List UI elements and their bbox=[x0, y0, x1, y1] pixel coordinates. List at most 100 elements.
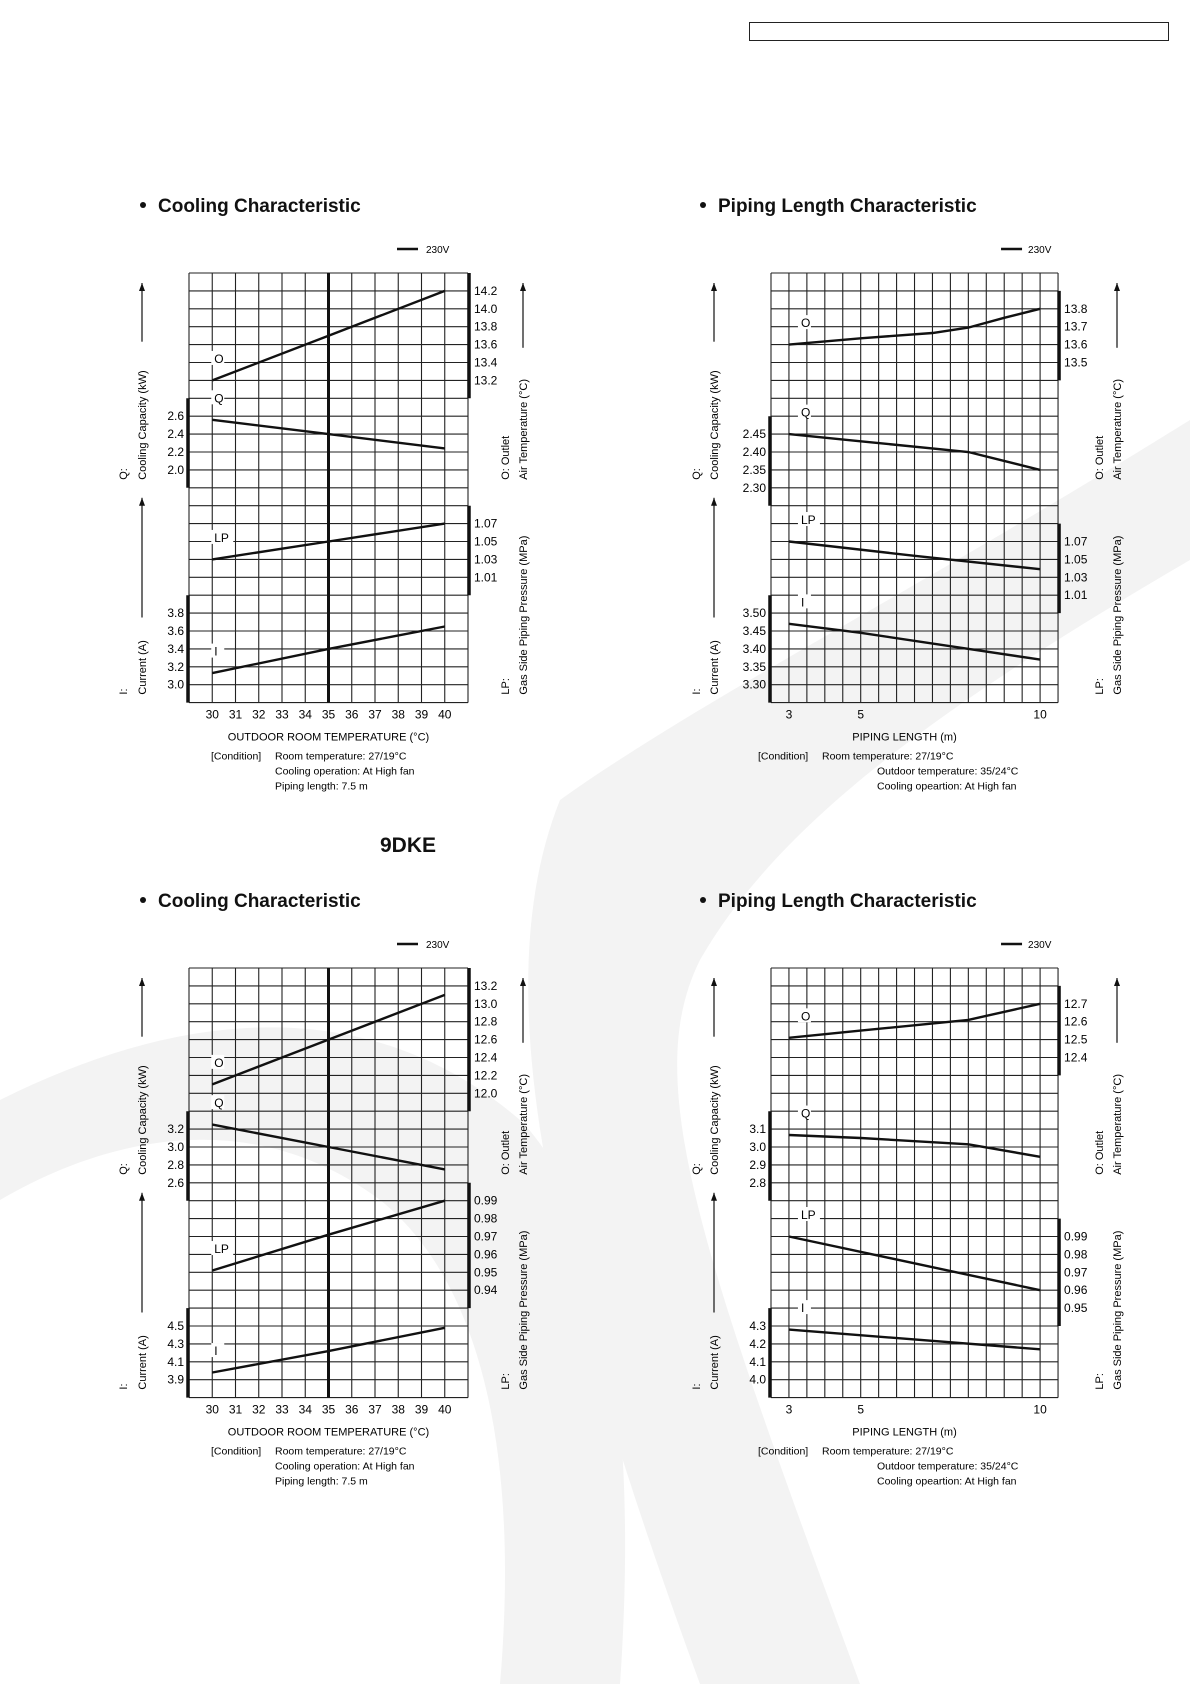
condition-label: [Condition] bbox=[211, 751, 261, 763]
y-tick-label: 14.2 bbox=[474, 284, 498, 298]
x-tick-label: 32 bbox=[252, 708, 266, 722]
y-tick-label: 13.5 bbox=[1064, 356, 1088, 370]
x-tick-label: 36 bbox=[345, 708, 359, 722]
axis-title: Gas Side Piping Pressure (MPa) bbox=[518, 1231, 530, 1390]
condition-line: Piping length: 7.5 m bbox=[275, 781, 368, 793]
y-tick-label: 1.07 bbox=[474, 517, 498, 531]
series-line-lp bbox=[788, 540, 1041, 571]
y-tick-label: 0.96 bbox=[474, 1247, 498, 1261]
chart-1: 3 5 10 PIPING LENGTH (m) 230V 13.8 13.7 13.6 13.… bbox=[691, 245, 1124, 793]
series-label-bg bbox=[797, 315, 811, 330]
y-tick-label: 3.2 bbox=[167, 1122, 184, 1136]
series-label-bg bbox=[797, 1300, 811, 1315]
arrow-up-icon bbox=[711, 1192, 717, 1201]
condition-line: Piping length: 7.5 m bbox=[275, 1476, 368, 1488]
y-tick-label: 0.98 bbox=[1064, 1247, 1088, 1261]
series-label: O bbox=[801, 1009, 810, 1023]
y-tick-label: 0.98 bbox=[474, 1212, 498, 1226]
series-label-bg bbox=[211, 529, 234, 544]
axis-title-prefix: Q: bbox=[118, 468, 130, 480]
axis-title-prefix: O: Outlet bbox=[1094, 436, 1106, 480]
series-line-lp bbox=[788, 1235, 1041, 1292]
series-label-bg bbox=[211, 1054, 225, 1069]
axis-title: Cooling Capacity (kW) bbox=[137, 1065, 149, 1174]
x-tick-label: 38 bbox=[392, 1403, 406, 1417]
series-label: LP bbox=[801, 1208, 816, 1222]
y-tick-label: 4.0 bbox=[749, 1373, 766, 1387]
series-line-o bbox=[211, 289, 446, 382]
condition-line: Cooling opeartion: At High fan bbox=[877, 781, 1017, 793]
x-tick-label: 32 bbox=[252, 1403, 266, 1417]
series-line-i bbox=[788, 1328, 1041, 1351]
condition-label: [Condition] bbox=[758, 1446, 808, 1458]
y-tick-label: 13.2 bbox=[474, 373, 498, 387]
series-label-bg bbox=[211, 390, 225, 405]
y-tick-label: 4.5 bbox=[167, 1319, 184, 1333]
x-tick-label: 5 bbox=[857, 708, 864, 722]
series-label: O bbox=[214, 352, 223, 366]
x-tick-label: 10 bbox=[1033, 1403, 1047, 1417]
arrow-up-icon bbox=[139, 497, 145, 506]
y-tick-label: 13.2 bbox=[474, 979, 498, 993]
legend-label: 230V bbox=[426, 245, 450, 256]
series-label: O bbox=[801, 316, 810, 330]
x-tick-label: 37 bbox=[368, 1403, 382, 1417]
condition-label: [Condition] bbox=[211, 1446, 261, 1458]
series-line-o bbox=[788, 1002, 1041, 1039]
y-tick-label: 3.45 bbox=[743, 624, 767, 638]
y-tick-label: 3.9 bbox=[167, 1373, 184, 1387]
series-line-i bbox=[212, 625, 446, 675]
series-line-q bbox=[212, 1123, 446, 1171]
x-tick-label: 40 bbox=[438, 1403, 452, 1417]
axis-title-prefix: I: bbox=[691, 688, 703, 694]
y-tick-label: 1.05 bbox=[474, 535, 498, 549]
axis-title: Air Temperature (°C) bbox=[1112, 1074, 1124, 1175]
arrow-up-icon bbox=[139, 1192, 145, 1201]
axis-title-prefix: Q: bbox=[691, 1163, 703, 1175]
axis-title: Gas Side Piping Pressure (MPa) bbox=[1112, 1231, 1124, 1390]
x-axis-label: OUTDOOR ROOM TEMPERATURE (°C) bbox=[228, 732, 429, 744]
x-tick-label: 34 bbox=[299, 708, 313, 722]
series-label: I bbox=[801, 1301, 804, 1315]
axis-title-prefix: O: Outlet bbox=[500, 436, 512, 480]
y-tick-label: 12.2 bbox=[474, 1068, 498, 1082]
series-label-bg bbox=[211, 643, 225, 658]
arrow-up-icon bbox=[139, 283, 145, 291]
chart-0: 30 31 32 33 34 35 36 37 38 39 40 OUTDOOR ROOM TEMPE… bbox=[118, 245, 530, 793]
y-tick-label: 0.97 bbox=[474, 1230, 498, 1244]
y-tick-label: 0.95 bbox=[474, 1265, 498, 1279]
arrow-up-icon bbox=[711, 283, 717, 291]
x-tick-label: 35 bbox=[322, 1403, 336, 1417]
y-tick-label: 13.8 bbox=[1064, 302, 1088, 316]
x-tick-label: 3 bbox=[786, 708, 793, 722]
y-tick-label: 3.4 bbox=[167, 642, 184, 656]
axis-title-prefix: LP: bbox=[1094, 678, 1106, 695]
series-line-o bbox=[788, 307, 1041, 346]
axis-title: Air Temperature (°C) bbox=[518, 379, 530, 480]
axis-title-prefix: O: Outlet bbox=[500, 1131, 512, 1175]
axis-title: Gas Side Piping Pressure (MPa) bbox=[1112, 536, 1124, 695]
x-tick-label: 31 bbox=[229, 1403, 243, 1417]
section-title-text: Piping Length Characteristic bbox=[718, 196, 977, 217]
y-tick-label: 3.0 bbox=[749, 1140, 766, 1154]
condition-line: Room temperature: 27/19°C bbox=[275, 751, 407, 763]
y-tick-label: 2.9 bbox=[749, 1158, 766, 1172]
y-tick-label: 0.94 bbox=[474, 1283, 498, 1297]
y-tick-label: 3.35 bbox=[743, 660, 767, 674]
y-tick-label: 12.4 bbox=[1064, 1051, 1088, 1065]
axis-title-prefix: Q: bbox=[691, 468, 703, 480]
axis-title-prefix: Q: bbox=[118, 1163, 130, 1175]
y-tick-label: 2.4 bbox=[167, 427, 184, 441]
series-label: Q bbox=[801, 1107, 810, 1121]
section-title: Cooling Characteristic bbox=[140, 196, 361, 218]
series-label-bg bbox=[211, 350, 225, 365]
arrow-up-icon bbox=[1114, 978, 1120, 986]
header-box bbox=[749, 22, 1169, 41]
condition-line: Cooling operation: At High fan bbox=[275, 766, 415, 778]
legend-label: 230V bbox=[1028, 245, 1052, 256]
series-label: Q bbox=[214, 391, 223, 405]
y-tick-label: 4.1 bbox=[749, 1355, 766, 1369]
model-label: 9DKE bbox=[380, 834, 437, 857]
y-tick-label: 4.3 bbox=[749, 1319, 766, 1333]
